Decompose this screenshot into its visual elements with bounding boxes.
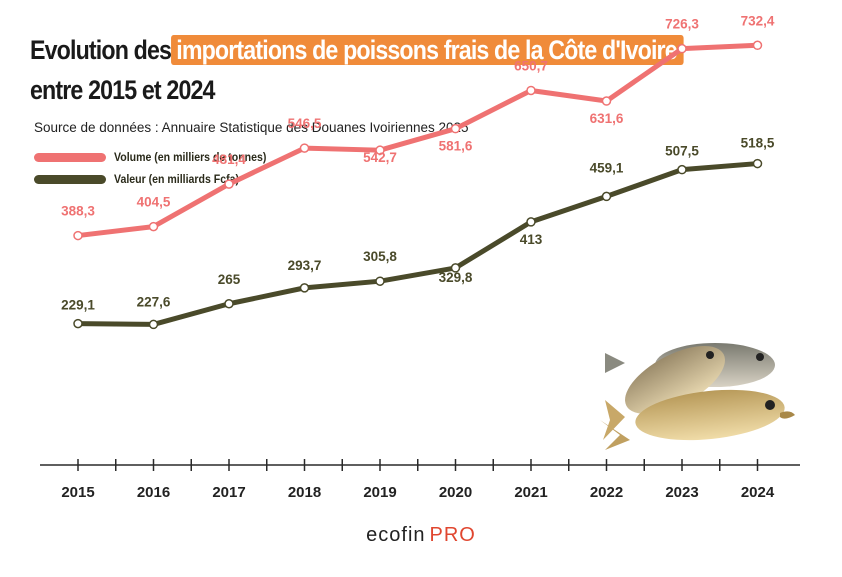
point-volume-2022 [601,96,612,106]
data-label-valeur-2021: 413 [520,232,543,247]
chart-title: Evolution des importations de poissons fr… [30,30,820,110]
legend-swatch-volume [34,152,106,162]
point-volume-2015 [73,230,83,241]
point-volume-2018 [299,143,310,153]
point-valeur-2018 [299,283,310,293]
point-valeur-2022 [601,191,612,202]
x-tick-label-2020: 2020 [439,484,472,501]
x-tick-label-2023: 2023 [665,484,698,501]
legend-entry-volume: Volume (en milliers de tonnes) [34,146,287,168]
x-tick-label-2021: 2021 [514,484,547,501]
point-volume-2020 [450,123,461,134]
data-label-valeur-2024: 518,5 [741,136,775,151]
x-tick-label-2019: 2019 [363,484,396,501]
data-label-valeur-2023: 507,5 [665,144,699,159]
point-valeur-2017 [224,299,234,309]
data-label-valeur-2017: 265 [218,272,241,287]
title-highlight: importations de poissons frais de la Côt… [171,35,684,65]
point-volume-2021 [526,85,536,96]
point-valeur-2023 [677,164,687,175]
data-label-valeur-2019: 305,8 [363,249,397,264]
legend-label-volume: Volume (en milliers de tonnes) [114,150,267,164]
title-line-1: Evolution des importations de poissons fr… [30,30,709,70]
point-volume-2016 [148,221,159,232]
brand-logo: ecofin PRO [0,524,842,547]
x-tick-label-2018: 2018 [288,484,321,501]
x-tick-label-2015: 2015 [61,484,94,501]
fish-illustration [600,343,795,450]
x-tick-label-2024: 2024 [741,484,775,501]
brand-suffix: PRO [429,524,476,546]
point-volume-2017 [224,179,234,189]
data-label-volume-2021: 650,7 [514,58,548,73]
point-valeur-2015 [73,318,83,329]
point-valeur-2019 [375,276,385,286]
source-note: Source de données : Annuaire Statistique… [34,120,469,135]
data-label-valeur-2016: 227,6 [137,294,171,309]
data-label-volume-2023: 726,3 [665,17,699,32]
legend-label-valeur: Valeur (en milliards Fcfa) [114,172,240,186]
data-label-valeur-2018: 293,7 [288,258,322,273]
data-label-volume-2016: 404,5 [137,195,171,210]
data-label-valeur-2022: 459,1 [590,160,624,175]
series-line-volume [75,42,760,239]
data-label-volume-2020: 581,6 [439,139,473,154]
x-tick-label-2016: 2016 [137,484,170,501]
legend-swatch-valeur [34,174,106,184]
x-tick-label-2017: 2017 [212,484,245,501]
data-label-volume-2019: 542,7 [363,150,397,165]
point-valeur-2021 [526,217,536,227]
data-label-volume-2018: 546,5 [288,116,322,131]
point-volume-2023 [677,43,687,54]
data-label-volume-2015: 388,3 [61,204,95,219]
data-label-volume-2017: 481,4 [212,152,246,167]
data-label-valeur-2020: 329,8 [439,270,473,285]
data-label-volume-2022: 631,6 [590,111,624,126]
series-line-valeur [75,161,760,327]
x-tick-label-2022: 2022 [590,484,623,501]
title-line-2: entre 2015 et 2024 [30,75,215,105]
title-part-1: Evolution des [30,35,172,65]
point-valeur-2020 [450,263,461,273]
brand-name: ecofin [366,524,426,546]
point-valeur-2024 [752,158,763,169]
data-label-volume-2024: 732,4 [741,13,775,28]
data-label-valeur-2015: 229,1 [61,298,95,313]
point-volume-2024 [752,40,763,51]
point-valeur-2016 [148,319,159,330]
legend-entry-valeur: Valeur (en milliards Fcfa) [34,168,287,190]
point-volume-2019 [375,145,385,155]
legend: Volume (en milliers de tonnes) Valeur (e… [34,146,287,190]
